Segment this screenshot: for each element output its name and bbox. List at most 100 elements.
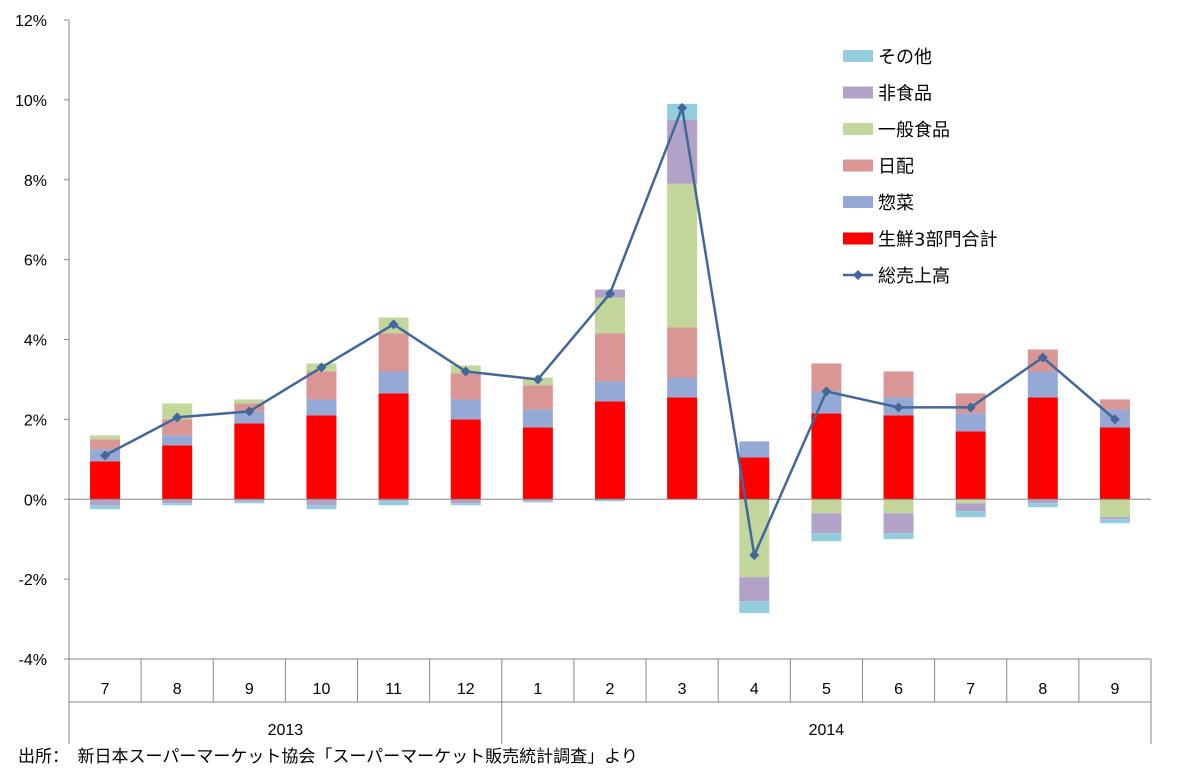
axes-layer: -4%-2%0%2%4%6%8%10%12%7 8 9 10 11 12 1 2 3 4 5 6 7 8 9…	[15, 13, 1152, 744]
bar-segment-s0-6	[522, 427, 553, 500]
y-tick-label: 6%	[24, 253, 47, 270]
bar-segment-s4-0	[90, 499, 121, 506]
bar-segment-s4-13	[1027, 499, 1058, 504]
bar-segment-s0-2	[234, 423, 265, 500]
legend-swatch	[843, 123, 873, 135]
legend-swatch	[843, 86, 873, 99]
line-marker	[316, 362, 327, 373]
bar-segment-s4-6	[522, 499, 553, 502]
y-tick-label: -4%	[19, 652, 47, 669]
legend-swatch	[843, 159, 873, 172]
bar-segment-s4-1	[162, 499, 193, 504]
bar-segment-s5-6	[522, 501, 553, 503]
bar-segment-s3-7	[595, 297, 625, 334]
bar-segment-s0-4	[378, 393, 409, 500]
bar-segment-s0-8	[667, 397, 698, 500]
bar-segment-s1-6	[522, 409, 553, 428]
bar-segment-s5-3	[306, 505, 337, 510]
x-tick-label: 2	[606, 681, 615, 698]
bar-segment-s3-10	[811, 499, 842, 514]
legend-label: 生鮮3部門合計	[878, 230, 997, 251]
x-tick-label: 11	[385, 681, 402, 698]
bar-segment-s4-3	[306, 499, 337, 506]
bar-segment-s4-2	[234, 499, 265, 502]
legend-swatch	[843, 50, 873, 62]
bar-segment-s2-8	[667, 327, 698, 378]
line-marker	[172, 412, 183, 423]
bar-segment-s5-2	[234, 501, 265, 504]
line-marker	[100, 450, 111, 461]
legend-label: 一般食品	[878, 120, 950, 141]
bar-segment-s4-11	[883, 513, 914, 534]
bar-segment-s5-11	[883, 533, 914, 540]
bar-segment-s0-0	[90, 461, 121, 500]
source-note: 出所： 新日本スーパーマーケット協会「スーパーマーケット販売統計調査」より	[18, 747, 638, 767]
bar-segment-s0-5	[450, 419, 481, 500]
legend-line-marker	[853, 270, 863, 280]
bar-segment-s2-1	[162, 419, 193, 436]
bar-segment-s0-10	[811, 413, 842, 500]
bar-segment-s3-14	[1099, 499, 1130, 518]
bar-segment-s3-2	[234, 399, 265, 404]
bar-segment-s2-3	[306, 371, 337, 400]
line-marker	[244, 406, 255, 417]
line-marker	[388, 319, 399, 330]
y-tick-label: 2%	[24, 412, 47, 429]
year-label: 2014	[809, 722, 845, 739]
bar-segment-s1-7	[595, 381, 625, 402]
bar-segment-s5-4	[378, 501, 409, 506]
x-tick-label: 7	[966, 681, 975, 698]
bar-segment-s4-14	[1099, 517, 1130, 520]
bar-segment-s3-0	[90, 435, 121, 440]
line-marker	[893, 402, 904, 413]
bar-segment-s4-4	[378, 499, 409, 502]
legend-label: その他	[878, 47, 932, 68]
legend-label: 惣菜	[878, 193, 914, 214]
bar-segment-s2-11	[883, 371, 914, 398]
bar-segment-s5-13	[1027, 503, 1058, 508]
x-tick-label: 8	[1038, 681, 1047, 698]
x-tick-label: 5	[822, 681, 831, 698]
bar-segment-s2-5	[450, 373, 481, 400]
y-tick-label: 0%	[24, 492, 47, 509]
bar-segment-s5-12	[955, 511, 986, 518]
bar-segment-s5-9	[739, 601, 770, 614]
bar-segment-s1-9	[739, 441, 770, 458]
y-tick-label: 8%	[24, 173, 47, 190]
bar-segment-s4-9	[739, 577, 770, 602]
bar-segment-s5-0	[90, 505, 121, 510]
bar-segment-s0-12	[955, 431, 986, 500]
x-tick-label: 9	[245, 681, 254, 698]
bar-segment-s5-7	[595, 499, 625, 502]
x-tick-label: 12	[457, 681, 475, 698]
bar-segment-s4-10	[811, 513, 842, 534]
bar-segment-s1-13	[1027, 371, 1058, 398]
line-marker	[605, 288, 615, 299]
bar-segment-s1-5	[450, 399, 481, 420]
bar-segment-s0-14	[1099, 427, 1130, 500]
line-marker	[1109, 414, 1120, 425]
y-tick-label: 12%	[15, 13, 47, 30]
bar-segment-s5-1	[162, 503, 193, 506]
legend-swatch	[843, 196, 873, 208]
legend-label: 日配	[878, 157, 914, 178]
line-layer	[100, 102, 1120, 561]
bar-segment-s1-3	[306, 399, 337, 416]
bar-segment-s0-3	[306, 415, 337, 500]
line-marker	[965, 402, 976, 413]
bar-segment-s4-5	[450, 499, 481, 504]
bar-segment-s2-4	[378, 333, 409, 372]
bar-segment-s3-12	[955, 499, 986, 504]
bar-segment-s2-14	[1099, 399, 1130, 410]
bar-segment-s1-8	[667, 377, 698, 398]
x-tick-label: 8	[173, 681, 182, 698]
line-marker	[532, 374, 543, 385]
line-marker	[821, 386, 832, 397]
bar-segment-s0-7	[595, 401, 625, 500]
bar-segment-s5-14	[1099, 519, 1130, 524]
bar-segment-s1-2	[234, 411, 265, 424]
bar-segment-s0-11	[883, 415, 914, 500]
bar-segment-s1-1	[162, 435, 193, 446]
